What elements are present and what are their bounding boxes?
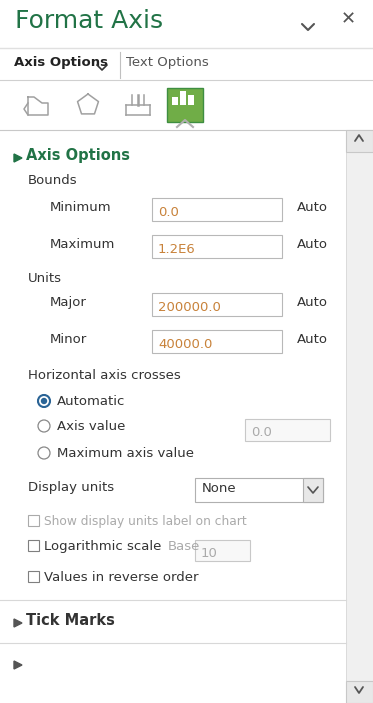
Bar [346,681,373,703]
Bar [195,478,323,502]
Bar [0,80,373,130]
Bar [28,571,39,582]
Text: Axis Options: Axis Options [14,56,108,69]
Circle shape [38,395,50,407]
Circle shape [38,395,50,407]
Bar [0,643,346,703]
Text: Values in reverse order: Values in reverse order [44,571,198,584]
Text: Units: Units [28,272,62,285]
Text: 0.0: 0.0 [251,426,272,439]
Text: Logarithmic scale: Logarithmic scale [44,540,162,553]
Bar [188,95,194,105]
Bar [152,293,282,316]
Polygon shape [14,154,22,162]
Text: 40000.0: 40000.0 [158,337,212,351]
Text: 10: 10 [201,547,218,560]
Bar [152,198,282,221]
Text: Maximum: Maximum [50,238,115,251]
Text: Tick Marks: Tick Marks [26,613,115,628]
Bar [152,330,282,353]
Text: Axis value: Axis value [57,420,125,433]
Circle shape [41,398,47,404]
Bar [152,235,282,258]
Text: 200000.0: 200000.0 [158,301,221,314]
Bar [0,48,373,80]
Bar [172,97,178,105]
Text: Auto: Auto [297,333,328,346]
Bar [195,540,250,561]
Bar [167,88,203,122]
Polygon shape [14,619,22,627]
Text: Automatic: Automatic [57,395,125,408]
Text: Show display units label on chart: Show display units label on chart [44,515,247,528]
Text: Auto: Auto [297,201,328,214]
Text: None: None [202,482,236,495]
Bar [303,478,323,502]
Bar [245,419,330,441]
Bar [28,540,39,551]
Text: Format Axis: Format Axis [15,9,163,33]
Bar [346,130,373,152]
Text: 1.2E6: 1.2E6 [158,243,196,256]
Text: Minor: Minor [50,333,87,346]
Text: Axis Options: Axis Options [26,148,130,163]
Text: Horizontal axis crosses: Horizontal axis crosses [28,369,181,382]
Text: Text Options: Text Options [126,56,209,69]
Text: Display units: Display units [28,481,114,494]
Circle shape [38,447,50,459]
Bar [346,130,373,703]
Text: Base: Base [168,540,200,553]
Text: Auto: Auto [297,238,328,251]
Text: Minimum: Minimum [50,201,112,214]
Bar [28,515,39,526]
Text: Bounds: Bounds [28,174,78,187]
Text: ✕: ✕ [341,10,355,28]
Text: Auto: Auto [297,296,328,309]
Text: Maximum axis value: Maximum axis value [57,447,194,460]
Bar [0,0,373,48]
Bar [180,91,186,105]
Polygon shape [14,661,22,669]
Circle shape [38,420,50,432]
Text: 0.0: 0.0 [158,206,179,219]
Text: Major: Major [50,296,87,309]
